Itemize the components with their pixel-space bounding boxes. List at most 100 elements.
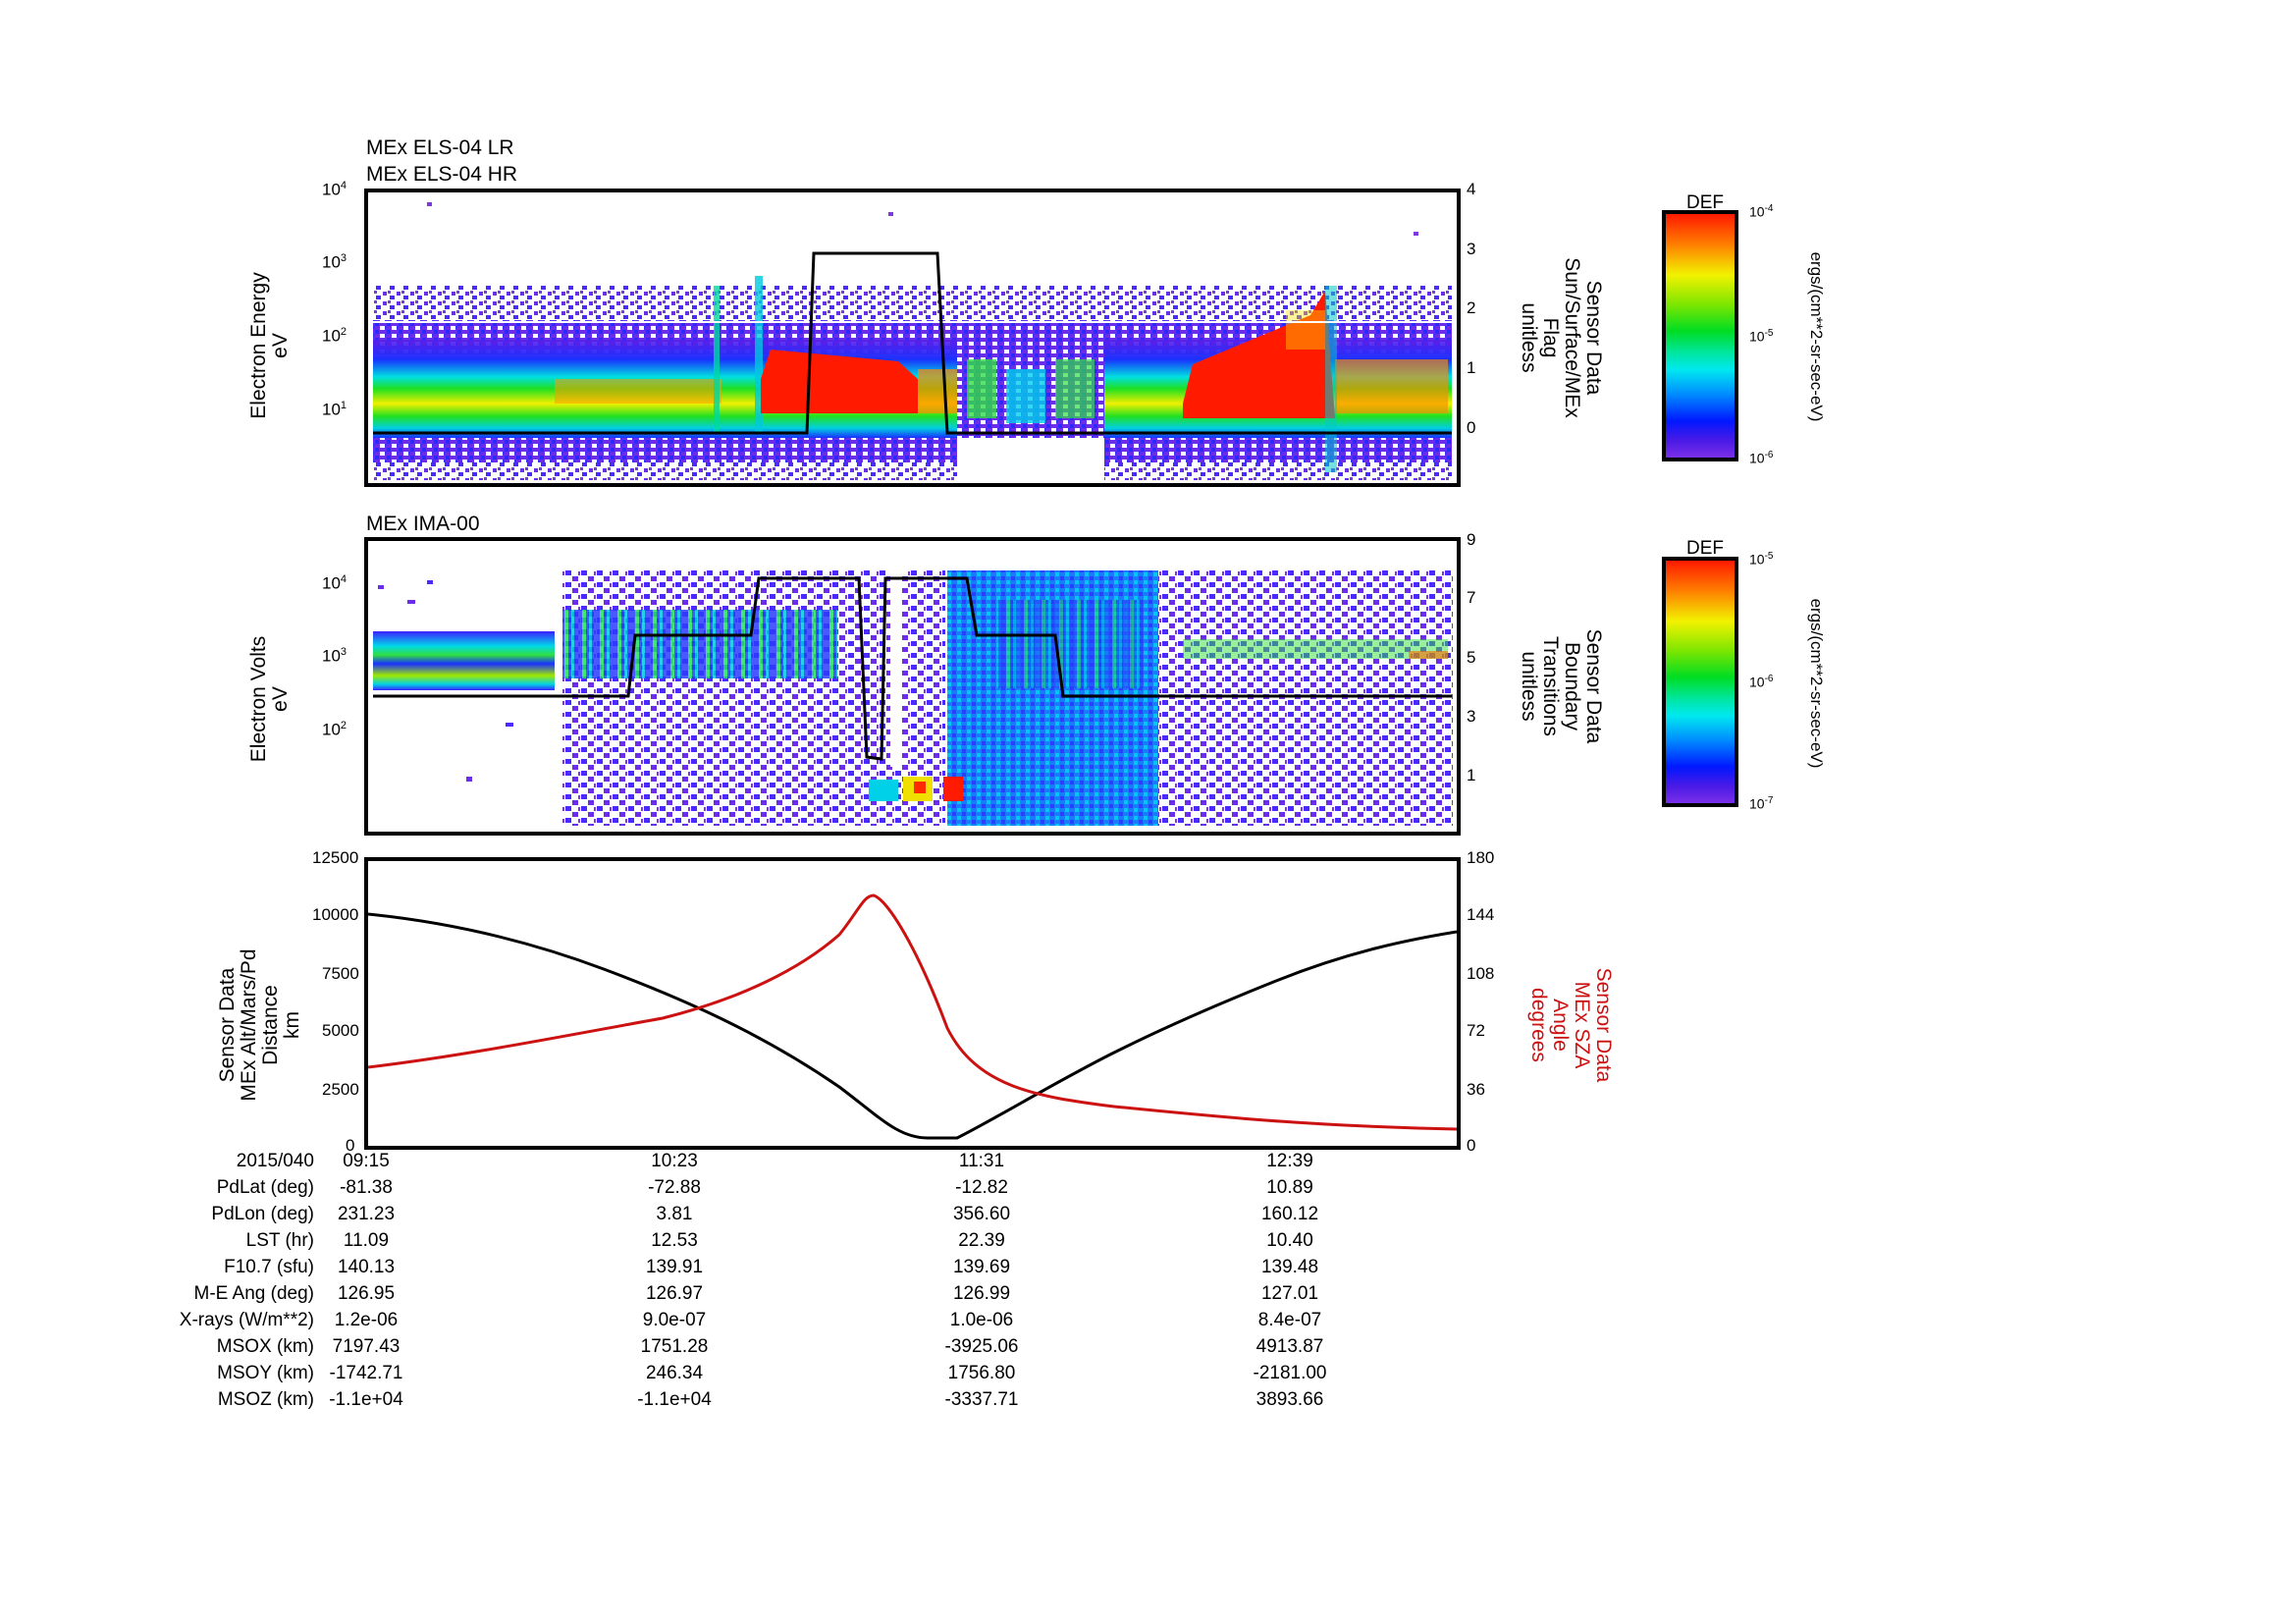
colorbar2-unit: ergs/(cm**2-sr-sec-eV) xyxy=(1807,598,1826,769)
panel1-spectrogram[interactable] xyxy=(364,189,1461,487)
row-label-msoy: MSOY (km) xyxy=(217,1363,314,1383)
panel3-ytick-12500: 12500 xyxy=(312,848,359,867)
xtick-label: 12:39 xyxy=(1266,1151,1313,1171)
table-cell: 139.48 xyxy=(1260,1257,1319,1277)
table-cell: 4913.87 xyxy=(1255,1336,1324,1357)
panel1-ytick-1e1: 101 xyxy=(322,400,347,419)
table-cell: 160.12 xyxy=(1260,1204,1319,1224)
table-cell: 11.09 xyxy=(343,1230,390,1251)
colorbar2-tick-mid: 10-6 xyxy=(1749,674,1774,690)
colorbar1-tick-top: 10-4 xyxy=(1749,203,1774,220)
ephemeris-table: 09:15 10:23 11:31 12:39 -81.38 -72.88 -1… xyxy=(0,1151,2296,1426)
panel3-y2label: Sensor Data MEx SZA Angle degrees xyxy=(1527,967,1615,1083)
table-cell: 126.99 xyxy=(952,1283,1011,1304)
sza-line xyxy=(368,893,1457,1131)
altitude-line xyxy=(368,912,1457,1140)
panel1-y2tick-2: 2 xyxy=(1467,298,1476,317)
panel1-title-hr: MEx ELS-04 HR xyxy=(366,163,518,186)
table-cell: -81.38 xyxy=(340,1177,393,1198)
colorbar2-tick-bot: 10-7 xyxy=(1749,795,1774,812)
table-cell: 126.95 xyxy=(337,1283,396,1304)
panel3-y2tick-72: 72 xyxy=(1467,1021,1485,1040)
table-cell: 139.91 xyxy=(645,1257,704,1277)
colorbar2 xyxy=(1662,557,1738,807)
panel3-ytick-0: 0 xyxy=(346,1136,355,1155)
row-label-lst: LST (hr) xyxy=(245,1230,314,1251)
table-cell: 1.0e-06 xyxy=(949,1310,1014,1330)
panel3-line-plot[interactable] xyxy=(364,857,1461,1150)
row-label-pdlon: PdLon (deg) xyxy=(211,1204,314,1224)
panel1-title-lr: MEx ELS-04 LR xyxy=(366,136,514,159)
table-cell: 10.89 xyxy=(1266,1177,1313,1198)
panel3-y2tick-180: 180 xyxy=(1467,848,1495,867)
xtick-label: 09:15 xyxy=(343,1151,390,1171)
panel1-y2tick-4: 4 xyxy=(1467,180,1476,198)
table-cell: 1751.28 xyxy=(640,1336,709,1357)
table-cell: 22.39 xyxy=(958,1230,1005,1251)
panel1-spectrogram-svg xyxy=(373,202,1452,480)
colorbar1-title: DEF xyxy=(1686,192,1724,213)
colorbar2-title: DEF xyxy=(1686,538,1724,559)
table-cell: 9.0e-07 xyxy=(642,1310,707,1330)
colorbar2-tick-top: 10-5 xyxy=(1749,551,1774,568)
colorbar1-tick-mid: 10-5 xyxy=(1749,328,1774,345)
panel3-y2tick-144: 144 xyxy=(1467,905,1495,924)
panel2-y2tick-3: 3 xyxy=(1467,707,1476,726)
panel2-y2label: Sensor Data Boundary Transitions unitles… xyxy=(1518,628,1605,744)
panel3-y2tick-0: 0 xyxy=(1467,1136,1476,1155)
panel2-ytick-1e4: 104 xyxy=(322,573,347,593)
panel1-y2tick-0: 0 xyxy=(1467,418,1476,437)
table-cell: 231.23 xyxy=(337,1204,396,1224)
panel2-y2tick-7: 7 xyxy=(1467,588,1476,607)
table-cell: -1.1e+04 xyxy=(329,1389,403,1410)
xtick-label: 11:31 xyxy=(958,1151,1005,1171)
row-label-msoz: MSOZ (km) xyxy=(217,1389,314,1410)
date-label: 2015/040 xyxy=(236,1151,314,1171)
table-cell: 3.81 xyxy=(656,1204,693,1224)
colorbar1-unit: ergs/(cm**2-sr-sec-eV) xyxy=(1807,251,1826,422)
panel2-ytick-1e2: 102 xyxy=(322,720,347,739)
panel1-ytick-1e3: 103 xyxy=(322,252,347,272)
table-cell: 246.34 xyxy=(645,1363,704,1383)
table-cell: 7197.43 xyxy=(332,1336,400,1357)
panel2-ylabel: Electron Volts eV xyxy=(247,635,292,763)
row-label-msox: MSOX (km) xyxy=(216,1336,314,1357)
panel1-ytick-1e4: 104 xyxy=(322,180,347,199)
panel2-y2tick-1: 1 xyxy=(1467,766,1476,784)
panel3-ytick-5000: 5000 xyxy=(322,1021,359,1040)
row-label-me-ang: M-E Ang (deg) xyxy=(193,1283,315,1304)
row-label-f107: F10.7 (sfu) xyxy=(224,1257,314,1277)
table-cell: -1.1e+04 xyxy=(637,1389,712,1410)
table-cell: -1742.71 xyxy=(329,1363,403,1383)
panel2-y2tick-5: 5 xyxy=(1467,648,1476,667)
panel3-ytick-10000: 10000 xyxy=(312,905,359,924)
panel1-ytick-1e2: 102 xyxy=(322,326,347,346)
xtick-label: 10:23 xyxy=(651,1151,698,1171)
panel2-y2tick-9: 9 xyxy=(1467,530,1476,549)
colorbar1 xyxy=(1662,210,1738,461)
table-cell: -3337.71 xyxy=(944,1389,1019,1410)
row-label-pdlat: PdLat (deg) xyxy=(216,1177,314,1198)
panel1-y2label: Sensor Data Sun/Surface/MEx Flag unitles… xyxy=(1518,257,1605,418)
panel3-ylabel: Sensor Data MEx Alt/Mars/Pd Distance km xyxy=(216,948,303,1102)
table-cell: -2181.00 xyxy=(1253,1363,1327,1383)
panel2-title: MEx IMA-00 xyxy=(366,513,480,535)
panel1-y2tick-3: 3 xyxy=(1467,240,1476,258)
table-cell: 127.01 xyxy=(1260,1283,1319,1304)
panel2-spectrogram-svg xyxy=(373,570,1453,826)
table-cell: -12.82 xyxy=(955,1177,1008,1198)
panel1-ylabel: Electron Energy eV xyxy=(247,272,292,419)
table-cell: 356.60 xyxy=(952,1204,1011,1224)
panel3-ytick-2500: 2500 xyxy=(322,1080,359,1099)
table-cell: 3893.66 xyxy=(1255,1389,1324,1410)
ephemeris-row-labels: 2015/040 PdLat (deg) PdLon (deg) LST (hr… xyxy=(0,1151,314,1426)
row-label-xrays: X-rays (W/m**2) xyxy=(179,1310,314,1330)
panel3-y2tick-108: 108 xyxy=(1467,964,1495,983)
table-cell: 12.53 xyxy=(651,1230,698,1251)
table-cell: 8.4e-07 xyxy=(1257,1310,1322,1330)
table-cell: 140.13 xyxy=(337,1257,396,1277)
colorbar1-tick-bot: 10-6 xyxy=(1749,450,1774,466)
table-cell: 10.40 xyxy=(1266,1230,1313,1251)
panel2-spectrogram[interactable] xyxy=(364,537,1461,836)
panel3-y2tick-36: 36 xyxy=(1467,1080,1485,1099)
